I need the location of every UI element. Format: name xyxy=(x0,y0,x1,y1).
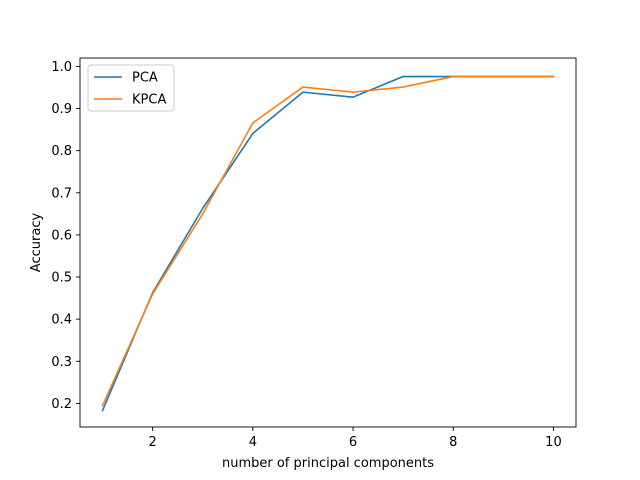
plot-area xyxy=(80,58,576,427)
series-line-kpca xyxy=(101,75,555,407)
series-lines xyxy=(101,75,555,412)
y-tick-label: 0.3 xyxy=(51,355,72,370)
y-tick-label: 0.9 xyxy=(51,102,72,117)
y-tick-label: 0.8 xyxy=(51,144,72,159)
y-tick-label: 1.0 xyxy=(51,60,72,75)
y-tick-label: 0.7 xyxy=(51,186,72,201)
x-tick-label: 2 xyxy=(149,435,157,450)
y-tick-label: 0.5 xyxy=(51,271,72,286)
y-tick-label: 0.2 xyxy=(51,397,72,412)
legend-label-pca: PCA xyxy=(132,71,158,86)
plot-background xyxy=(80,58,576,427)
y-tick-label: 0.6 xyxy=(51,228,72,243)
legend: PCA KPCA xyxy=(87,64,175,112)
x-tick-label: 6 xyxy=(349,435,357,450)
x-axis-label: number of principal components xyxy=(222,456,434,471)
x-tick-label: 4 xyxy=(249,435,257,450)
axes: 2 4 6 8 10 0.2 0.3 0.4 0.5 0.6 0.7 0.8 0.9 1.0 number … xyxy=(29,57,577,471)
legend-label-kpca: KPCA xyxy=(132,93,166,108)
x-tick-label: 10 xyxy=(545,435,562,450)
axes-frame xyxy=(79,57,577,428)
y-tick-label: 0.4 xyxy=(51,313,72,328)
x-tick-label: 8 xyxy=(449,435,457,450)
y-axis-label: Accuracy xyxy=(29,213,44,273)
